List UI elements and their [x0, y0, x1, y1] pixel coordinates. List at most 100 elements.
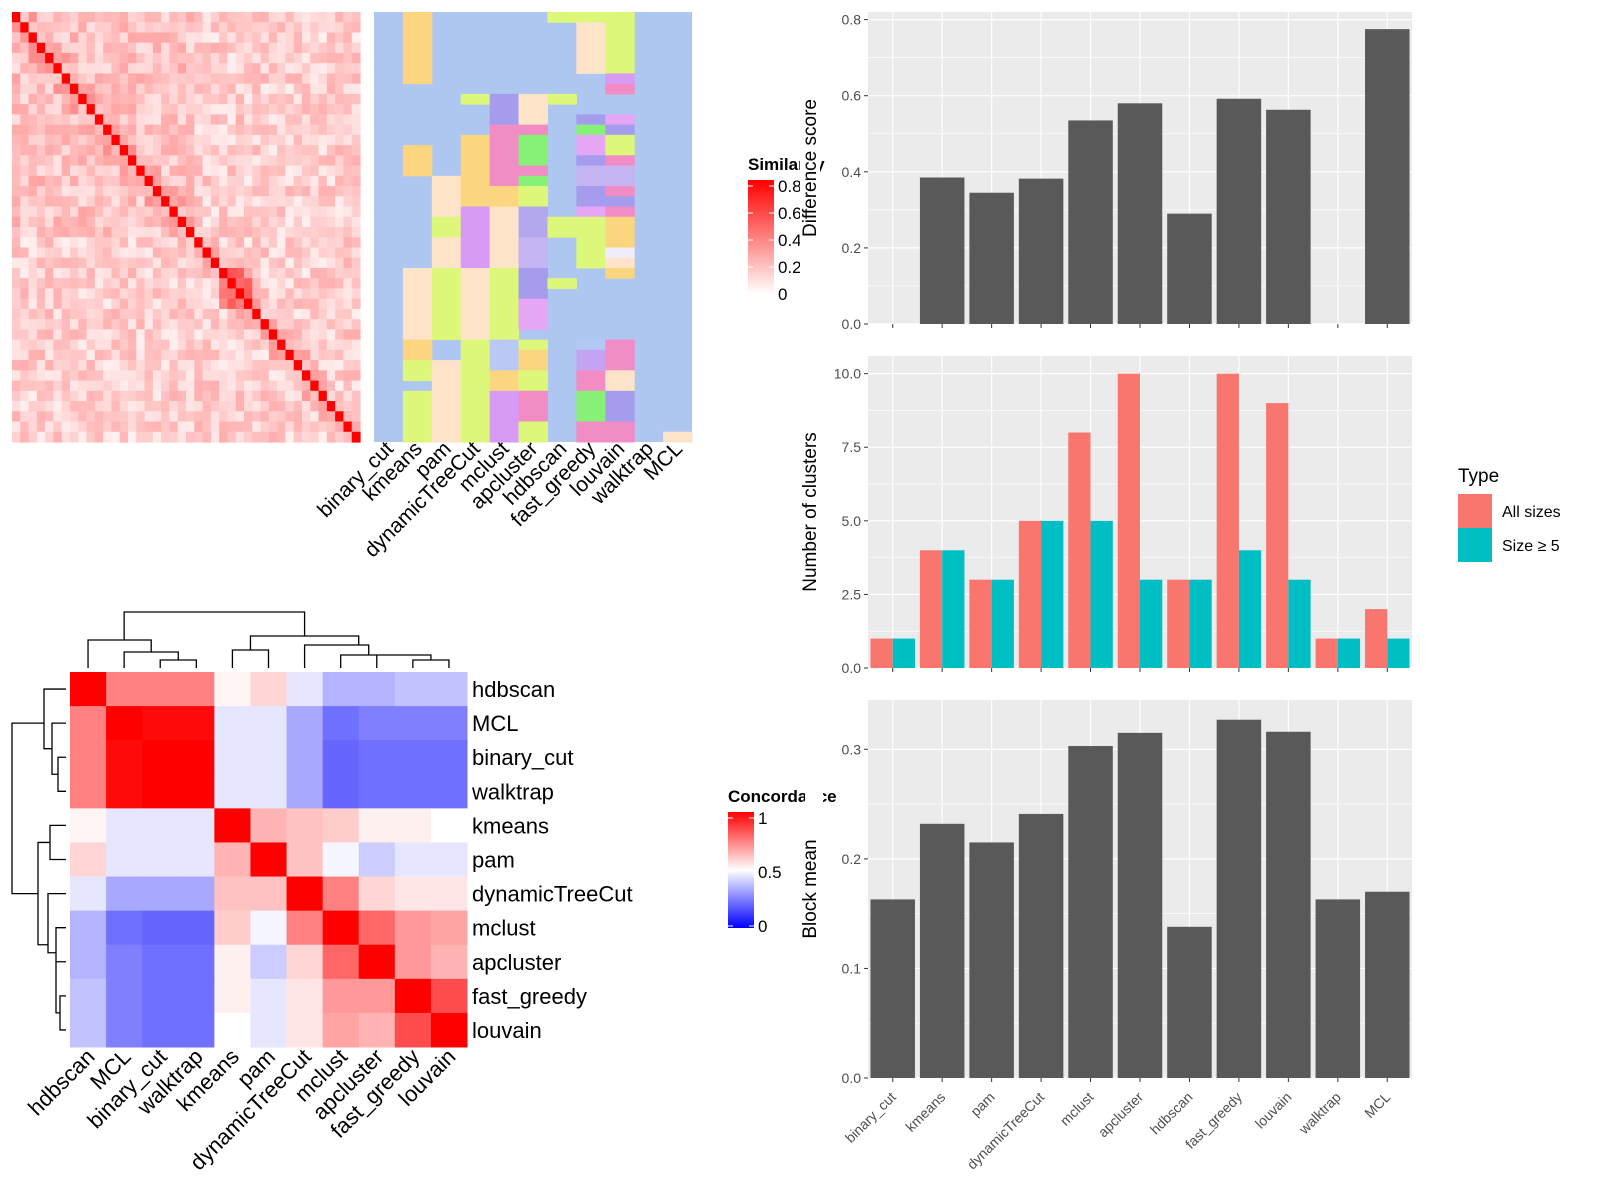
similarity-cell: [70, 216, 79, 228]
similarity-cell: [86, 63, 96, 75]
similarity-cell: [161, 186, 171, 197]
similarity-cell: [202, 22, 212, 34]
similarity-cell: [111, 431, 121, 443]
similarity-cell: [177, 104, 187, 115]
similarity-cell: [260, 196, 270, 208]
similarity-cell: [252, 247, 262, 259]
similarity-cell: [351, 298, 361, 310]
similarity-cell: [202, 370, 212, 382]
similarity-cell: [78, 308, 88, 320]
similarity-cell: [12, 63, 21, 75]
similarity-cell: [177, 93, 187, 105]
y-tick-label: 0.2: [842, 240, 862, 256]
assignment-cell: [547, 93, 577, 105]
similarity-cell: [12, 390, 21, 402]
similarity-cell: [20, 145, 30, 156]
similarity-cell: [244, 42, 253, 54]
similarity-cell: [103, 93, 113, 105]
similarity-cell: [144, 329, 154, 341]
assignment-cell: [576, 12, 606, 23]
concordance-cell: [70, 808, 107, 843]
concordance-cell: [106, 978, 143, 1014]
similarity-cell: [78, 329, 88, 341]
similarity-cell: [20, 216, 30, 228]
similarity-cell: [36, 278, 46, 290]
concordance-cell: [358, 808, 396, 843]
similarity-cell: [210, 124, 220, 136]
similarity-cell: [12, 83, 21, 95]
similarity-cell: [152, 165, 162, 177]
similarity-cell: [111, 145, 121, 156]
similarity-cell: [244, 278, 253, 290]
assignment-cell: [605, 83, 635, 95]
similarity-cell: [310, 278, 320, 290]
similarity-cell: [12, 186, 21, 197]
similarity-cell: [103, 114, 113, 126]
similarity-cell: [343, 12, 353, 23]
similarity-cell: [219, 145, 229, 156]
similarity-cell: [103, 370, 113, 382]
concordance-cell: [394, 944, 432, 980]
similarity-cell: [219, 380, 229, 392]
similarity-cell: [12, 288, 21, 300]
assignment-cell: [605, 12, 635, 74]
similarity-cell: [318, 63, 328, 75]
similarity-cell: [343, 42, 353, 54]
concordance-row-label: dynamicTreeCut: [472, 882, 633, 907]
similarity-cell: [285, 114, 295, 126]
similarity-cell: [227, 329, 237, 341]
similarity-cell: [144, 278, 154, 290]
similarity-cell: [86, 380, 96, 392]
similarity-cell: [86, 216, 96, 228]
similarity-cell: [53, 401, 63, 412]
similarity-cell: [318, 227, 328, 238]
similarity-cell: [326, 124, 336, 136]
similarity-cell: [86, 339, 96, 351]
similarity-cell: [103, 155, 113, 167]
similarity-cell: [186, 237, 195, 249]
similarity-cell: [210, 431, 220, 443]
similarity-cell: [351, 196, 361, 208]
similarity-cell: [227, 124, 237, 136]
similarity-cell: [268, 12, 278, 23]
similarity-cell: [244, 73, 253, 85]
column-dendrogram-branch: [159, 659, 197, 668]
similarity-cell: [310, 401, 320, 412]
similarity-cell: [302, 165, 311, 177]
similarity-cell: [28, 22, 38, 34]
similarity-cell: [61, 431, 71, 443]
similarity-cell: [12, 257, 21, 269]
similarity-cell: [351, 431, 361, 443]
bar-size-ge-5: [892, 638, 915, 668]
similarity-cell: [136, 134, 146, 146]
similarity-cell: [20, 104, 30, 115]
similarity-cell: [318, 124, 328, 136]
similarity-cell: [136, 12, 146, 23]
similarity-cell: [152, 216, 162, 228]
similarity-cell: [103, 52, 113, 64]
assignment-cell: [489, 186, 520, 208]
assignment-cell: [605, 247, 635, 259]
similarity-cell: [78, 257, 88, 269]
similarity-cell: [103, 380, 113, 392]
assignment-cell: [518, 421, 548, 443]
similarity-cell: [36, 308, 46, 320]
similarity-cell: [194, 216, 204, 228]
similarity-cell: [103, 349, 113, 361]
similarity-cell: [177, 278, 187, 290]
similarity-cell: [210, 339, 220, 351]
similarity-cell: [177, 401, 187, 412]
similarity-cell: [128, 431, 137, 443]
similarity-cell: [61, 370, 71, 382]
similarity-cell: [78, 165, 88, 177]
similarity-cell: [161, 319, 171, 330]
similarity-cell: [210, 247, 220, 259]
similarity-cell: [351, 206, 361, 218]
similarity-cell: [285, 32, 295, 44]
similarity-cell: [318, 257, 328, 269]
legend-clip-mask-2: [805, 780, 823, 820]
similarity-cell: [186, 401, 195, 412]
similarity-cell: [210, 411, 220, 423]
similarity-cell: [111, 421, 121, 433]
similarity-cell: [302, 421, 311, 433]
